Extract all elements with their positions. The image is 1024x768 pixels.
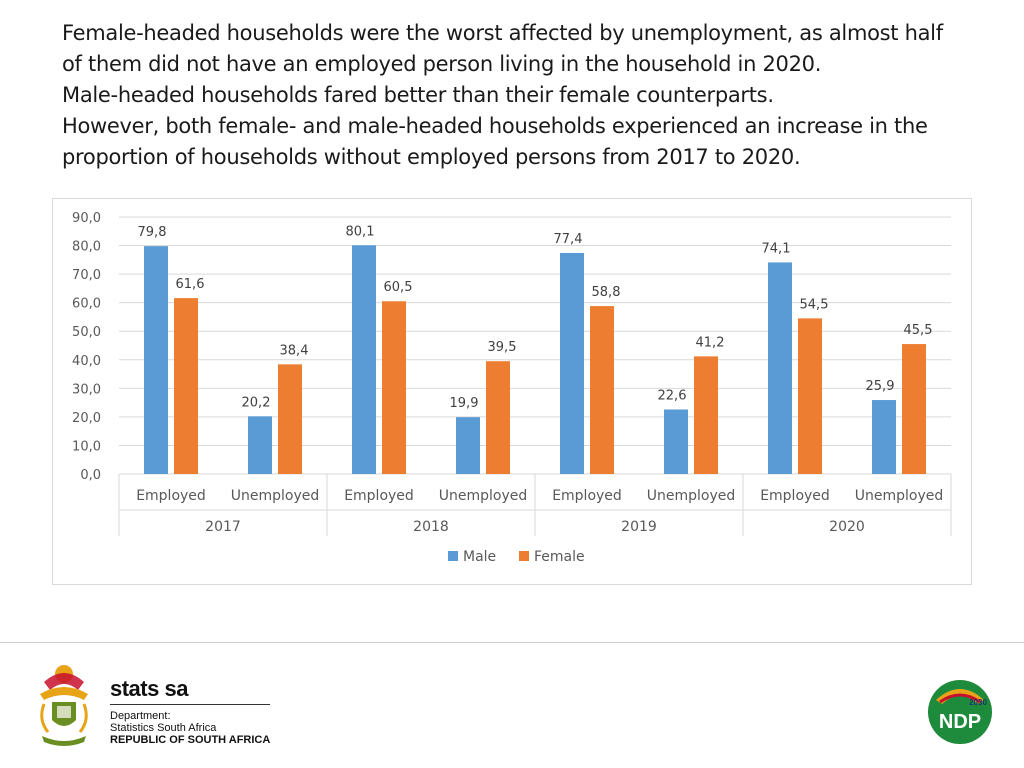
legend-label: Female (534, 549, 585, 565)
data-label: 25,9 (866, 379, 895, 394)
data-label: 80,1 (346, 224, 375, 239)
x-tick-label: Employed (136, 488, 206, 504)
bar-female (486, 361, 510, 474)
bar-female (798, 318, 822, 474)
x-tick-label: Employed (344, 488, 414, 504)
y-tick-label: 90,0 (72, 211, 101, 226)
bar-female (590, 306, 614, 474)
org-line: Department: (110, 710, 171, 722)
ndp-year: 2030 (969, 698, 987, 707)
data-label: 38,4 (280, 343, 309, 358)
group-label: 2019 (621, 519, 657, 535)
y-tick-label: 20,0 (72, 411, 101, 426)
x-tick-label: Unemployed (647, 488, 736, 504)
data-label: 79,8 (138, 225, 167, 240)
bar-male (560, 252, 584, 474)
bar-female (694, 356, 718, 474)
data-label: 54,5 (800, 297, 829, 312)
intro-line: Female-headed households were the worst … (62, 21, 943, 45)
group-label: 2018 (413, 519, 449, 535)
org-block: stats sa Department: Statistics South Af… (110, 676, 285, 746)
x-tick-label: Employed (760, 488, 830, 504)
data-label: 41,2 (696, 335, 725, 350)
y-tick-label: 30,0 (72, 382, 101, 397)
data-label: 19,9 (450, 396, 479, 411)
x-tick-label: Unemployed (231, 488, 320, 504)
data-label: 39,5 (488, 340, 517, 355)
data-label: 45,5 (904, 323, 933, 338)
bar-male (664, 409, 688, 474)
legend-swatch (519, 551, 529, 561)
y-tick-label: 80,0 (72, 240, 101, 255)
intro-line: proportion of households without employe… (62, 145, 801, 169)
bar-male (872, 400, 896, 474)
y-tick-label: 60,0 (72, 297, 101, 312)
data-label: 58,8 (592, 285, 621, 300)
org-line: Statistics South Africa (110, 722, 217, 734)
intro-line: of them did not have an employed person … (62, 52, 822, 76)
x-tick-label: Employed (552, 488, 622, 504)
data-label: 20,2 (242, 395, 271, 410)
org-divider (110, 704, 270, 705)
data-label: 61,6 (176, 277, 205, 292)
bar-male (144, 246, 168, 474)
y-tick-label: 40,0 (72, 354, 101, 369)
bar-female (382, 301, 406, 474)
data-label: 22,6 (658, 388, 687, 403)
data-label: 60,5 (384, 280, 413, 295)
intro-line: However, both female- and male-headed ho… (62, 114, 928, 138)
x-tick-label: Unemployed (855, 488, 944, 504)
group-label: 2017 (205, 519, 241, 535)
y-tick-label: 70,0 (72, 268, 101, 283)
bar-female (902, 344, 926, 474)
intro-line: Male-headed households fared better than… (62, 83, 774, 107)
bar-female (174, 298, 198, 474)
coat-of-arms-logo (40, 665, 88, 746)
ndp-logo-text: NDP (939, 711, 981, 733)
footer-divider (0, 642, 1024, 643)
y-tick-label: 0,0 (80, 468, 101, 483)
bar-male (248, 416, 272, 474)
bar-male (768, 262, 792, 474)
bar-chart: 0,0 10,0 20,0 30,0 40,0 50,0 60,0 70,0 80,0 90,0 7… (72, 211, 952, 565)
bar-female (278, 364, 302, 474)
intro-text: Female-headed households were the worst … (62, 18, 992, 173)
bar-male (352, 245, 376, 474)
bar-male (456, 417, 480, 474)
legend-label: Male (463, 549, 496, 565)
org-line: REPUBLIC OF SOUTH AFRICA (110, 734, 271, 746)
legend-swatch (448, 551, 458, 561)
data-label: 74,1 (762, 241, 791, 256)
group-label: 2020 (829, 519, 865, 535)
y-tick-label: 10,0 (72, 439, 101, 454)
org-name: stats sa (110, 676, 188, 701)
chart-area: 0,0 10,0 20,0 30,0 40,0 50,0 60,0 70,0 80,0 90,0 7… (52, 198, 972, 585)
x-tick-label: Unemployed (439, 488, 528, 504)
data-label: 77,4 (554, 232, 583, 247)
y-tick-label: 50,0 (72, 325, 101, 340)
ndp-2030-logo: NDP 2030 (928, 680, 992, 744)
